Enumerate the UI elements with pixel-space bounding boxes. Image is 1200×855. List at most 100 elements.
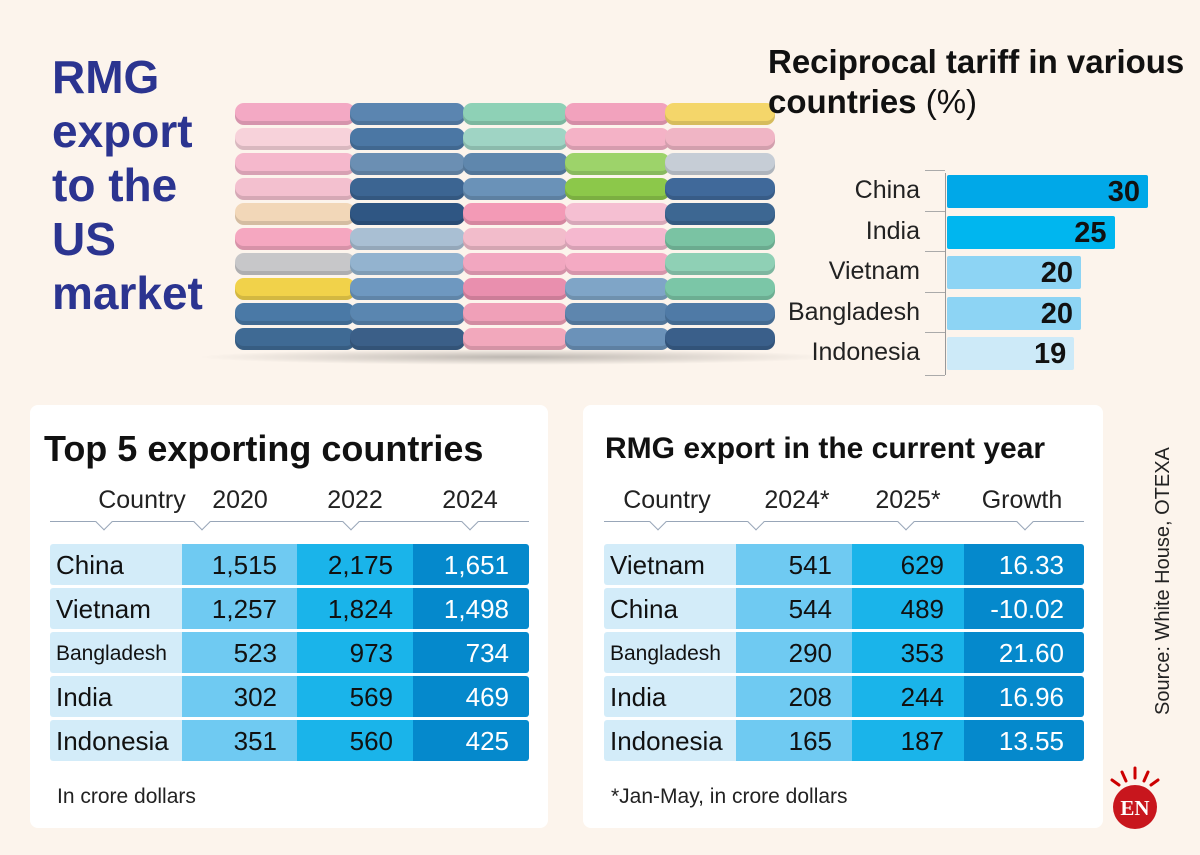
folded-garment: [235, 228, 355, 250]
value-cell: 244: [852, 676, 964, 717]
folded-garment: [235, 203, 355, 225]
header-divider: [50, 521, 529, 522]
axis-tick: [925, 251, 945, 252]
folded-garment: [665, 203, 775, 225]
value-cell: 1,824: [297, 588, 413, 629]
value-cell: 1,651: [413, 544, 529, 585]
value-cell: 569: [297, 676, 413, 717]
column-header: 2024*: [764, 486, 830, 514]
folded-garment: [235, 153, 355, 175]
bar-india: 25: [947, 215, 1115, 249]
column-header: 2025*: [875, 486, 941, 514]
axis-tick: [925, 210, 945, 212]
value-cell: 425: [413, 720, 529, 761]
bar-bangladesh: 20: [947, 296, 1081, 330]
country-cell: Vietnam: [50, 588, 182, 629]
folded-garment: [665, 328, 775, 350]
value-cell: 469: [413, 676, 529, 717]
folded-garment: [235, 328, 355, 350]
value-cell: 523: [182, 632, 297, 673]
value-cell: 1,515: [182, 544, 297, 585]
table-row: Vietnam 1,257 1,824 1,498: [50, 588, 529, 629]
folded-garment: [350, 153, 465, 175]
folded-garment: [463, 253, 568, 275]
bar-label: Vietnam: [828, 257, 920, 285]
folded-garment: [235, 303, 355, 325]
bar-row: India 25: [780, 210, 1180, 253]
bar-chart-unit: (%): [925, 83, 978, 120]
value-cell: 16.33: [964, 544, 1084, 585]
current-year-title: RMG export in the current year: [605, 432, 1046, 465]
clothes-stack: [665, 100, 775, 350]
column-header: Country: [98, 486, 186, 514]
bar-row: Bangladesh 20: [780, 291, 1180, 334]
folded-garment: [235, 278, 355, 300]
table-row: China 544 489 -10.02: [604, 588, 1084, 629]
folded-garment: [565, 328, 670, 350]
value-cell: 541: [736, 544, 852, 585]
column-header: Country: [623, 486, 711, 514]
top-exporters-title: Top 5 exporting countries: [44, 428, 484, 469]
clothes-stack: [235, 100, 355, 350]
folded-garment: [235, 253, 355, 275]
value-cell: 2,175: [297, 544, 413, 585]
folded-garment: [463, 178, 568, 200]
table-row: India 208 244 16.96: [604, 676, 1084, 717]
folded-garment: [350, 203, 465, 225]
table-row: India 302 569 469: [50, 676, 529, 717]
bar-label: Indonesia: [811, 338, 920, 366]
folded-garment: [350, 328, 465, 350]
country-cell: Indonesia: [50, 720, 182, 761]
value-cell: 21.60: [964, 632, 1084, 673]
folded-garment: [350, 228, 465, 250]
bar-label: India: [865, 216, 920, 245]
value-cell: 544: [736, 588, 852, 629]
folded-garment: [665, 128, 775, 150]
value-cell: 187: [852, 720, 964, 761]
value-cell: 560: [297, 720, 413, 761]
value-cell: 165: [736, 720, 852, 761]
country-cell: India: [604, 676, 736, 717]
folded-garment: [665, 153, 775, 175]
value-cell: 290: [736, 632, 852, 673]
value-cell: 16.96: [964, 676, 1084, 717]
folded-garment: [565, 128, 670, 150]
bar-row: China 30: [780, 170, 1180, 212]
table-row: Indonesia 165 187 13.55: [604, 720, 1084, 761]
value-cell: 208: [736, 676, 852, 717]
folded-garment: [565, 303, 670, 325]
folded-garment: [565, 203, 670, 225]
folded-garment: [565, 278, 670, 300]
axis-tick: [925, 291, 945, 293]
header-divider: [604, 521, 1084, 522]
value-cell: 1,498: [413, 588, 529, 629]
folded-garment: [565, 253, 670, 275]
folded-garment: [463, 228, 568, 250]
value-cell: 629: [852, 544, 964, 585]
folded-garment: [665, 278, 775, 300]
folded-garment: [350, 103, 465, 125]
bar-chart-axis: [945, 173, 946, 375]
folded-garment: [463, 278, 568, 300]
country-cell: Vietnam: [604, 544, 736, 585]
value-cell: 13.55: [964, 720, 1084, 761]
clothes-stack: [350, 100, 465, 350]
column-header: 2024: [442, 486, 498, 514]
table-note: In crore dollars: [57, 785, 196, 808]
value-cell: -10.02: [964, 588, 1084, 629]
folded-garment: [463, 303, 568, 325]
folded-garment: [463, 128, 568, 150]
folded-garment: [665, 303, 775, 325]
folded-garment: [350, 178, 465, 200]
folded-garment: [665, 228, 775, 250]
clothes-stack-illustration: [195, 70, 835, 365]
folded-garment: [665, 103, 775, 125]
table-row: Indonesia 351 560 425: [50, 720, 529, 761]
country-cell: India: [50, 676, 182, 717]
value-cell: 353: [852, 632, 964, 673]
folded-garment: [350, 303, 465, 325]
table-note: *Jan-May, in crore dollars: [611, 785, 848, 808]
folded-garment: [350, 128, 465, 150]
table-row: Bangladesh 523 973 734: [50, 632, 529, 673]
bar-china: 30: [947, 175, 1148, 208]
